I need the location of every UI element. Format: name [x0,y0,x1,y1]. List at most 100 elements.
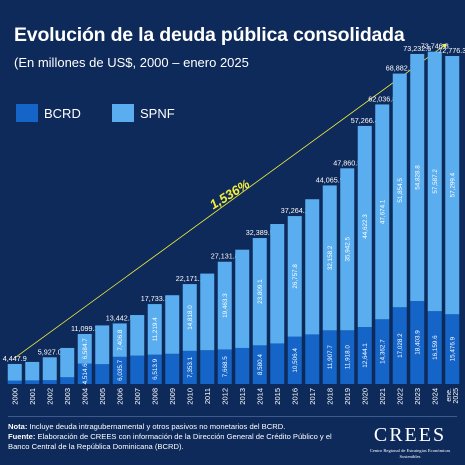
x-tick-2021: 2021 [378,388,387,405]
data-label-spnf-2022: 51,854.5 [397,178,404,203]
x-tick-2019: 2019 [343,388,352,405]
data-label-bcrd-2014: 8,580.4 [257,354,264,376]
total-label-2020: 57,266.4 [351,116,379,125]
footer-divider [8,416,457,417]
data-label-bcrd-2022: 17,028.2 [397,333,404,358]
x-tick-2023: 2023 [413,388,422,405]
bar-spnf-2012 [217,261,232,350]
total-label-2006: 13,442.5 [106,313,134,322]
x-tick-ene-2025-part-0: ene. [446,388,453,402]
data-label-spnf-2021: 47,674.1 [379,199,386,224]
data-label-spnf-2006: 7,406.8 [117,329,124,351]
x-tick-2001: 2001 [28,388,37,405]
data-label-spnf-2023: 54,828.8 [414,165,421,190]
bar-spnf-2021 [375,104,390,320]
total-label-2022: 68,882.7 [386,64,414,73]
chart-title: Evolución de la deuda pública consolidad… [14,24,405,46]
data-label-bcrd-2004: 4,514.6 [82,363,89,385]
bar-spnf-2013 [235,249,250,348]
x-tick-2022: 2022 [395,388,404,405]
note-line: Nota: Incluye deuda intragubernamental y… [8,422,353,432]
data-label-bcrd-2010: 7,353.1 [187,356,194,378]
x-tick-2017: 2017 [308,388,317,405]
data-label-bcrd-2018: 11,907.7 [327,345,334,370]
bar-spnf-2007 [130,315,145,356]
source-text: Elaboración de CREES con información de … [8,432,332,451]
bar-spnf-2003 [60,347,75,378]
bar-spnf-2010 [182,284,197,351]
x-tick-2018: 2018 [325,388,334,405]
x-tick-2009: 2009 [168,388,177,405]
bar-spnf-2020 [357,125,372,328]
data-label-bcrd-2006: 6,035.7 [117,359,124,381]
bar-spnf-2014 [252,238,267,346]
bar-bcrd-2001 [25,380,40,384]
legend-label-spnf: SPNF [140,105,175,121]
source-line: Fuente: Elaboración de CREES con informa… [8,432,353,452]
data-label-spnf-2020: 44,622.3 [362,214,369,239]
bar-bcrd-2004 [77,363,92,384]
chart-subtitle: (En millones de US$, 2000 – enero 2025 [14,55,249,70]
legend-label-bcrd: BCRD [44,105,81,121]
data-label-bcrd-ene-2025: 15,476.9 [449,336,456,361]
total-label-2000: 4,447.9 [3,354,27,363]
x-tick-2012: 2012 [220,388,229,405]
growth-arrow [14,43,448,359]
x-tick-2006: 2006 [115,388,124,405]
x-tick-2015: 2015 [273,388,282,405]
bar-bcrd-2024 [427,311,442,384]
bar-bcrd-2017 [305,334,320,384]
total-label-2023: 73,232.6 [403,44,431,53]
legend-swatch-spnf [112,104,134,122]
bar-bcrd-2020 [357,327,372,384]
data-label-spnf-2008: 11,219.4 [152,317,159,342]
bar-bcrd-2005 [95,364,110,384]
bar-bcrd-2012 [217,349,232,384]
bar-bcrd-2000 [7,380,22,384]
data-label-spnf-ene-2025: 57,299.4 [449,172,456,197]
bar-bcrd-2009 [165,353,180,384]
x-tick-2014: 2014 [255,388,264,405]
x-tick-2008: 2008 [150,388,159,405]
bar-bcrd-2006 [112,356,127,384]
bar-spnf-2011 [200,273,215,351]
bar-bcrd-2011 [200,350,215,384]
bar-bcrd-2021 [375,319,390,384]
total-label-2024: 73,746.8 [421,42,449,51]
bar-bcrd-2018 [322,330,337,384]
data-label-spnf-2014: 23,809.1 [257,279,264,304]
note-text: Incluye deuda intragubernamental y otros… [27,422,286,431]
data-label-spnf-2024: 57,587.2 [432,169,439,194]
logo-wordmark: CREES [373,424,447,446]
x-tick-2004: 2004 [80,388,89,405]
x-tick-2010: 2010 [185,388,194,405]
legend-item-spnf: SPNF [112,104,175,122]
bar-bcrd-2013 [235,347,250,384]
bar-bcrd-2023 [410,301,425,384]
bar-spnf-2017 [305,199,320,335]
bar-spnf-2002 [42,357,57,381]
bar-spnf-2000 [7,363,22,381]
bar-spnf-ene-2025 [445,56,460,315]
total-label-2019: 47,860.5 [333,158,361,167]
bar-spnf-2023 [410,53,425,302]
bar-bcrd-2022 [392,307,407,384]
footer-notes: Nota: Incluye deuda intragubernamental y… [8,422,353,452]
note-label: Nota: [8,422,28,431]
x-tick-2003: 2003 [63,388,72,405]
x-tick-2011: 2011 [203,388,212,404]
bar-spnf-2006 [112,323,127,357]
bar-spnf-2009 [165,295,180,354]
data-label-bcrd-2016: 10,506.4 [292,348,299,373]
logo-subtitle: Centro Regional de Estrategias Económica… [369,448,451,459]
data-label-spnf-2016: 26,757.8 [292,264,299,289]
x-tick-2005: 2005 [98,388,107,405]
data-label-spnf-2010: 14,818.0 [187,305,194,330]
bar-spnf-2004 [77,333,92,364]
bar-bcrd-2016 [287,336,302,384]
x-tick-2020: 2020 [360,388,369,405]
bar-spnf-2022 [392,73,407,308]
total-label-2018: 44,065.9 [316,175,344,184]
data-label-bcrd-2012: 7,668.5 [222,356,229,378]
